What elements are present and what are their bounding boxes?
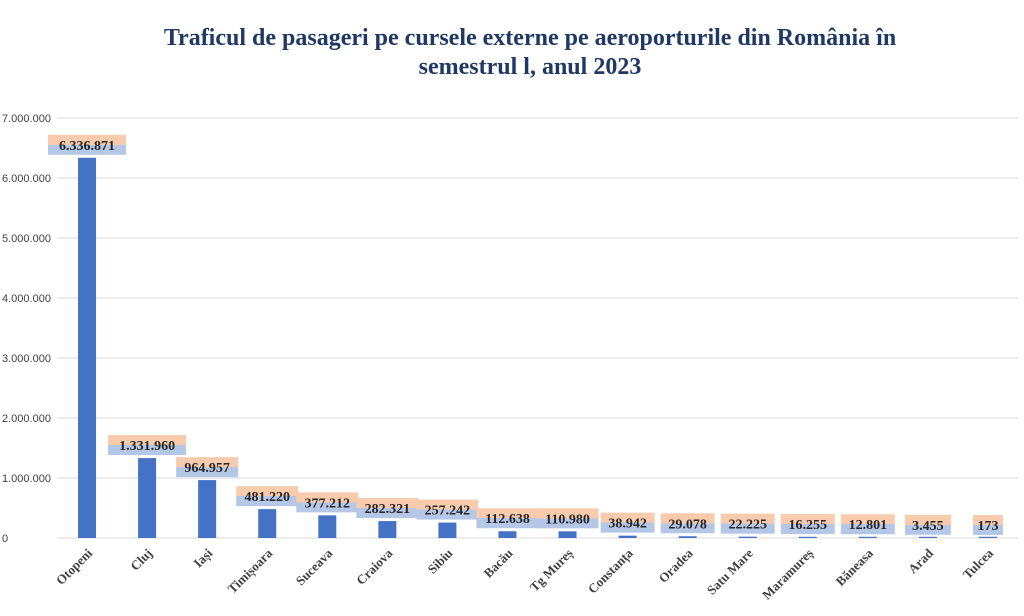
bars: [78, 157, 997, 539]
data-label-bg: [780, 514, 835, 535]
x-tick-label: Sibiu: [424, 546, 455, 577]
data-label: 3.455: [912, 519, 944, 534]
bar: [438, 522, 457, 538]
data-label-bg: [840, 514, 895, 535]
x-tick-label: Constanța: [585, 545, 637, 597]
data-label: 22.225: [728, 518, 767, 533]
data-label: 282.321: [365, 502, 411, 517]
data-label: 38.942: [608, 517, 647, 532]
x-tick-label: Suceava: [293, 545, 336, 588]
data-label-bg: [48, 134, 127, 155]
data-label: 257.242: [425, 504, 471, 519]
x-tick-label: Iași: [190, 545, 216, 571]
data-label: 1.331.960: [119, 439, 175, 454]
bar: [738, 536, 757, 538]
x-tick-label: Bacău: [480, 546, 515, 581]
data-label-bg: [296, 492, 359, 513]
data-label-bg: [600, 512, 655, 533]
data-label-bg: [536, 508, 599, 529]
data-label-bg: [236, 486, 299, 507]
data-label-bg: [660, 513, 715, 534]
data-label-bg: [972, 514, 1003, 535]
x-tick-label: Tulcea: [960, 545, 997, 582]
data-label: 110.980: [545, 512, 590, 527]
data-label-bg: [476, 508, 539, 529]
data-label-bg: [176, 457, 239, 478]
x-tick-label: Cluj: [127, 546, 155, 574]
y-tick-label: 1.000.000: [2, 473, 51, 485]
data-label-bg: [356, 498, 419, 519]
data-label: 6.336.871: [59, 139, 115, 154]
data-label: 12.801: [849, 518, 888, 533]
data-label: 29.078: [668, 517, 707, 532]
data-label-bg: [904, 514, 951, 535]
data-label-bg: [416, 499, 479, 520]
chart-title: Traficul de pasageri pe cursele externe …: [163, 25, 897, 80]
bar: [618, 535, 637, 538]
y-tick-label: 5.000.000: [2, 233, 51, 245]
data-label: 16.255: [789, 518, 828, 533]
bar: [318, 515, 337, 538]
x-tick-label: Otopeni: [53, 545, 96, 588]
x-tick-label: Timișoara: [225, 545, 277, 597]
bar: [798, 536, 817, 538]
y-axis-ticks: 0 1.000.000 2.000.000 3.000.000 4.000.000 5.0…: [2, 113, 51, 545]
data-label: 481.220: [244, 490, 290, 505]
bar: [258, 509, 277, 538]
x-axis-ticks: Otopeni Cluj Iași Timișoara Suceava Craiova Si…: [53, 545, 997, 603]
bar: [678, 536, 697, 538]
bar: [198, 480, 217, 538]
x-tick-label: Băneasa: [833, 545, 877, 589]
x-tick-label: Oradea: [656, 545, 697, 586]
bar: [498, 531, 517, 538]
bar: [78, 157, 97, 539]
y-tick-label: 3.000.000: [2, 353, 51, 365]
x-tick-label: Craiova: [353, 545, 396, 588]
x-tick-label: Tg Mureș: [527, 546, 577, 596]
data-label-bg: [720, 513, 775, 534]
y-tick-label: 2.000.000: [2, 413, 51, 425]
bar: [558, 531, 577, 538]
x-tick-label: Arad: [905, 545, 937, 577]
gridlines: [57, 117, 1018, 539]
bar: [978, 536, 997, 538]
y-tick-label: 6.000.000: [2, 173, 51, 185]
data-label-bg: [108, 435, 187, 456]
x-tick-label: Maramureș: [759, 546, 817, 604]
bar: [378, 521, 397, 538]
y-tick-label: 0: [2, 533, 8, 545]
data-labels: 6.336.871 1.331.960 964.957 481.220 377.212 2…: [48, 134, 1003, 535]
y-tick-label: 4.000.000: [2, 293, 51, 305]
data-label: 377.212: [305, 496, 351, 511]
bar: [138, 458, 157, 538]
x-tick-label: Satu Mare: [704, 545, 756, 597]
bar: [918, 536, 937, 538]
data-label: 112.638: [485, 512, 530, 527]
data-label: 173: [977, 519, 998, 534]
y-tick-label: 7.000.000: [2, 113, 51, 125]
data-label: 964.957: [184, 461, 230, 476]
bar: [858, 536, 877, 538]
